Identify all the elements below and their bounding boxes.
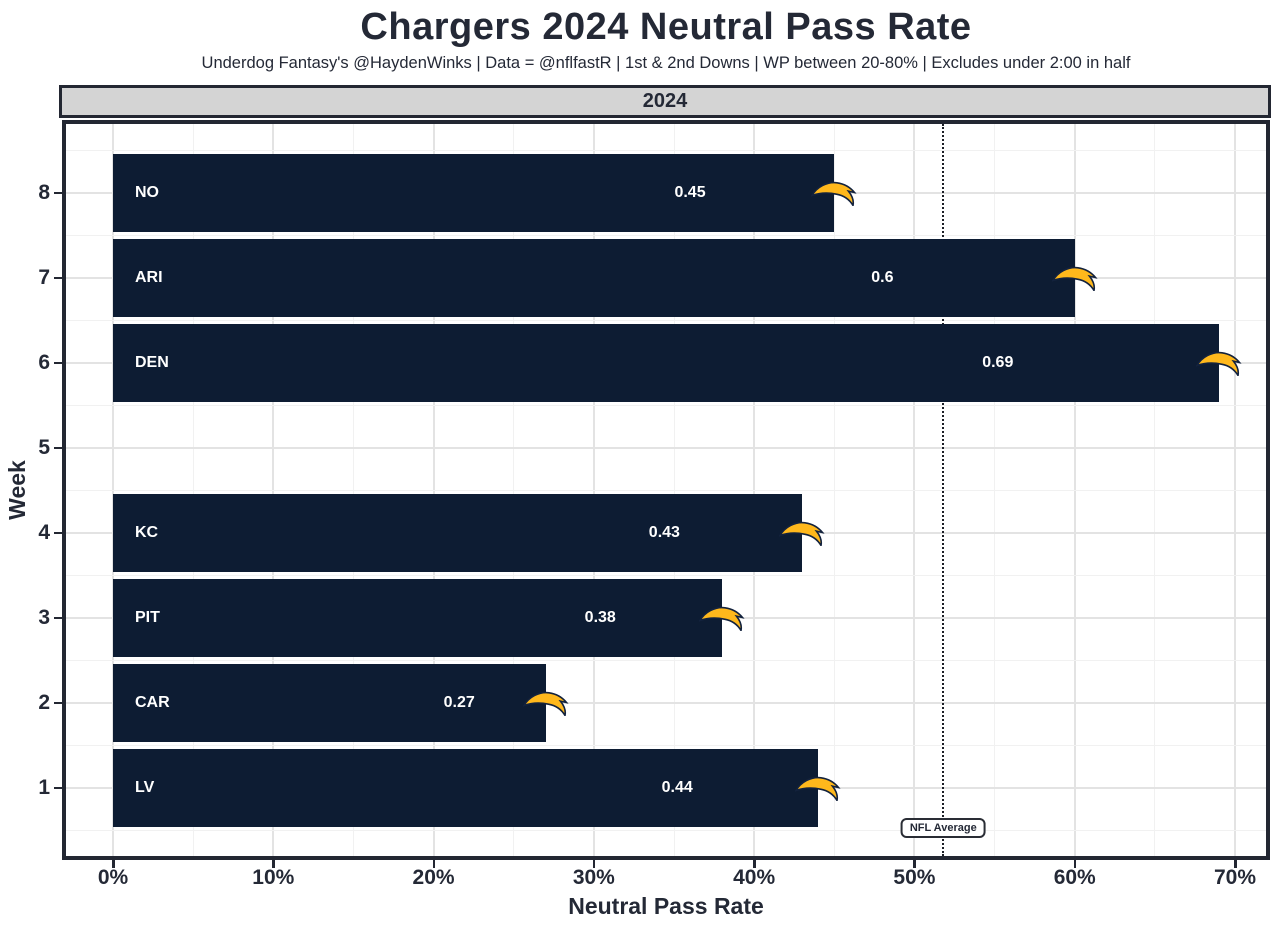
gridline-horizontal-major (66, 447, 1266, 449)
x-axis-tick (1073, 860, 1077, 868)
x-axis-tick (913, 860, 916, 868)
chargers-bolt-icon (521, 688, 569, 718)
bar-value-label: 0.69 (982, 354, 1014, 371)
gridline-horizontal-minor (66, 490, 1266, 491)
y-axis-tick-label: 1 (38, 776, 50, 799)
bar-week-2: CAR 0.27 (113, 664, 546, 742)
y-axis-tick (54, 531, 62, 535)
y-axis-tick-label: 2 (38, 691, 50, 714)
chargers-bolt-icon (698, 603, 745, 633)
facet-strip: 2024 (59, 85, 1271, 118)
gridline-horizontal-minor (66, 320, 1266, 321)
bar-value-label: 0.45 (674, 184, 706, 201)
x-axis-title: Neutral Pass Rate (568, 893, 764, 919)
x-axis-tick-label: 70% (1213, 866, 1257, 889)
facet-strip-label: 2024 (642, 90, 688, 112)
bar-opponent-label: LV (135, 779, 155, 796)
nfl-average-badge: NFL Average (900, 818, 986, 838)
nfl-average-reference-line (942, 124, 945, 856)
x-axis-tick (112, 860, 115, 868)
panel-border (62, 120, 1270, 860)
bar-opponent-label: NO (135, 184, 159, 201)
x-axis-tick (432, 860, 436, 868)
chargers-bolt-icon (794, 773, 841, 803)
y-axis-tick-label: 7 (38, 266, 50, 289)
gridline-horizontal-minor (66, 745, 1266, 746)
x-axis-tick-label: 50% (893, 866, 936, 889)
x-axis-tick (272, 860, 275, 868)
bar-opponent-label: KC (135, 524, 159, 541)
chargers-bolt-icon (778, 518, 825, 548)
gridline-horizontal-minor (66, 405, 1266, 406)
x-axis-tick (592, 860, 596, 868)
y-axis-tick-label: 8 (38, 181, 50, 204)
y-axis-tick-label: 4 (38, 521, 50, 544)
gridline-horizontal-minor (66, 660, 1266, 661)
y-axis-tick (54, 191, 62, 195)
bar-week-7: ARI 0.6 (113, 239, 1075, 317)
x-axis-tick-label: 10% (252, 866, 295, 889)
y-axis-tick (54, 276, 62, 280)
x-axis-tick-label: 60% (1053, 866, 1096, 889)
bar-value-label: 0.27 (443, 694, 475, 711)
bar-value-label: 0.38 (584, 609, 616, 626)
x-axis-tick-label: 20% (412, 866, 455, 889)
chargers-bolt-icon (810, 178, 857, 208)
chargers-bolt-icon (1195, 348, 1242, 378)
chart-subtitle: Underdog Fantasy's @HaydenWinks | Data =… (201, 54, 1131, 72)
bar-week-4: KC 0.43 (113, 494, 803, 572)
y-axis-tick (54, 616, 62, 620)
bar-opponent-label: DEN (135, 354, 169, 371)
y-axis-tick-label: 3 (38, 606, 50, 629)
bar-week-8: NO 0.45 (113, 154, 835, 232)
bar-opponent-label: PIT (135, 609, 160, 626)
bar-week-3: PIT 0.38 (113, 579, 723, 657)
gridline-horizontal-minor (66, 235, 1266, 236)
bar-week-1: LV 0.44 (113, 749, 819, 827)
bar-value-label: 0.6 (871, 269, 894, 286)
chargers-bolt-icon (1050, 263, 1098, 293)
bar-opponent-label: CAR (135, 694, 170, 711)
x-axis-tick-label: 0% (97, 866, 129, 889)
x-axis-tick-label: 40% (733, 866, 776, 889)
y-axis-tick-label: 6 (38, 351, 50, 374)
x-axis-tick (1234, 860, 1237, 868)
bar-value-label: 0.43 (648, 524, 680, 541)
bar-value-label: 0.44 (661, 779, 693, 796)
gridline-horizontal-major (66, 702, 1266, 704)
y-axis-tick (54, 786, 62, 790)
bar-opponent-label: ARI (135, 269, 163, 286)
y-axis-tick (54, 446, 62, 450)
y-axis-tick-label: 5 (38, 436, 50, 459)
x-axis-tick (753, 860, 756, 868)
y-axis-tick (54, 701, 62, 705)
y-axis-tick (54, 361, 62, 365)
gridline-horizontal-minor (66, 150, 1266, 151)
x-axis-tick-label: 30% (572, 866, 615, 889)
chart-title: Chargers 2024 Neutral Pass Rate (360, 6, 972, 48)
gridline-horizontal-minor (66, 830, 1266, 831)
gridline-horizontal-minor (66, 575, 1266, 576)
bar-week-6: DEN 0.69 (113, 324, 1219, 402)
